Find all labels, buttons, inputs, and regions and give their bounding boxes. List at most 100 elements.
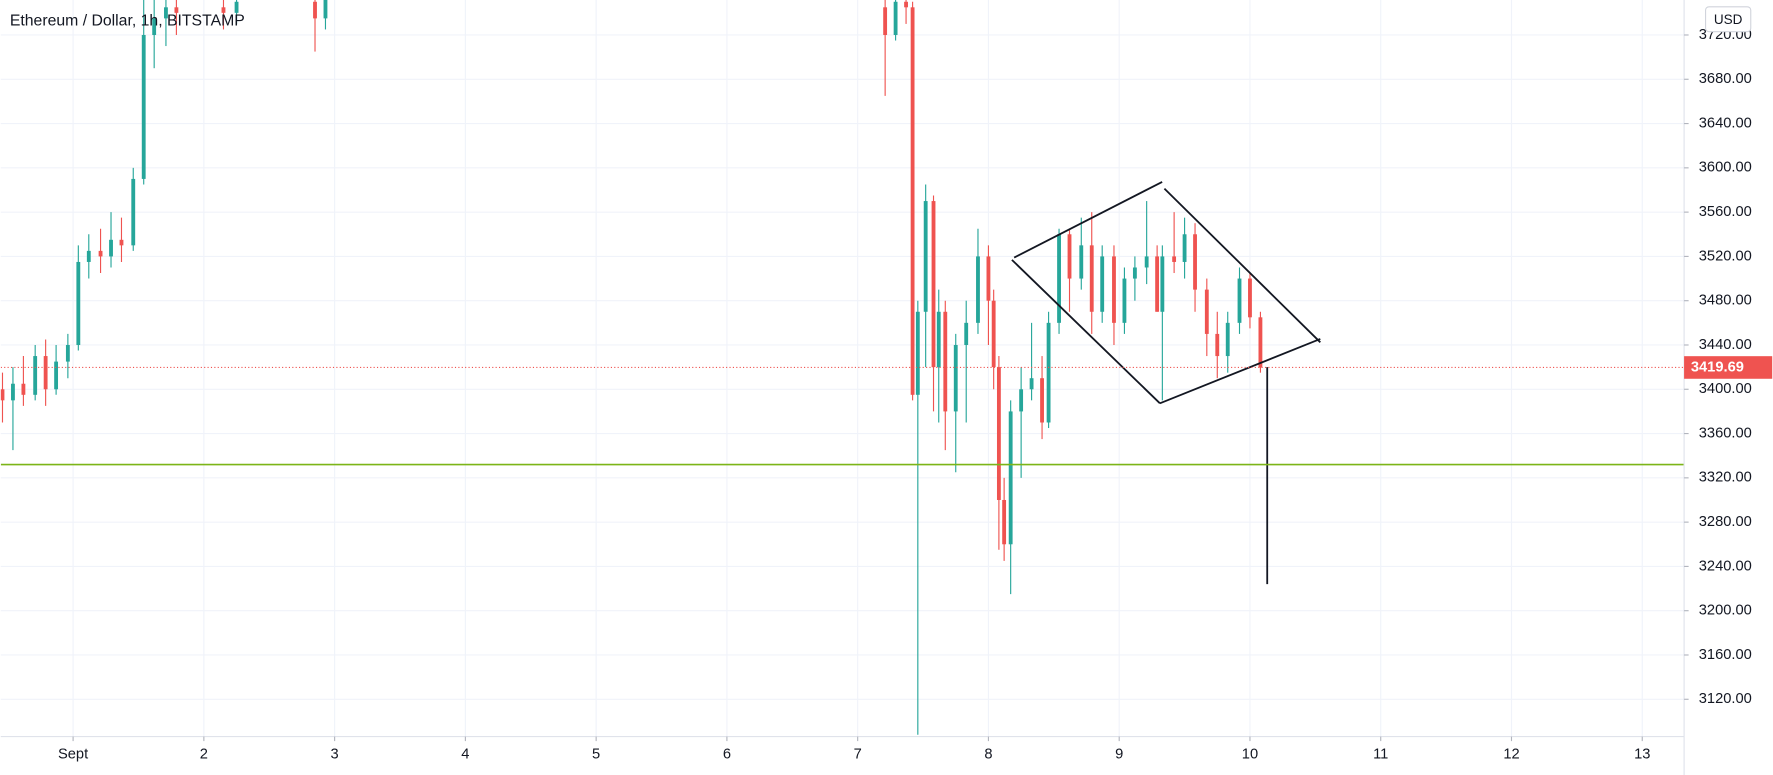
candle-body [33, 356, 38, 395]
candle-body [1057, 234, 1061, 323]
candle-body [1019, 389, 1024, 412]
candle-body [323, 0, 328, 19]
candle-body [883, 7, 888, 35]
candle-body [109, 239, 113, 257]
candle-body [936, 311, 941, 368]
y-tick-label: 3320.00 [1699, 470, 1752, 486]
candle-body [893, 1, 898, 35]
y-tick-label: 3560.00 [1699, 204, 1752, 220]
candle-body [904, 1, 908, 8]
candle-body [76, 261, 81, 345]
x-tick-label: 11 [1373, 747, 1388, 763]
candle-body [86, 250, 91, 262]
candle-body [1067, 234, 1072, 279]
candle-body [1215, 333, 1220, 357]
candle-body [1258, 317, 1263, 368]
candle-body [313, 1, 317, 19]
y-tick-label: 3200.00 [1699, 603, 1752, 619]
candle-body [11, 383, 15, 401]
y-tick-label: 3480.00 [1699, 293, 1752, 309]
x-tick-label: 6 [723, 747, 731, 763]
y-tick-label: 3640.00 [1699, 115, 1752, 131]
y-tick-label: 3520.00 [1699, 248, 1752, 264]
candle-body [65, 344, 70, 362]
candle-body [953, 344, 958, 412]
candle-body [1040, 378, 1044, 423]
candle-body [910, 7, 915, 395]
grid [0, 0, 1685, 737]
last-price-tag [1684, 356, 1773, 379]
candle-body [174, 7, 179, 13]
candles [0, 0, 1263, 735]
x-tick-label: 9 [1115, 747, 1123, 763]
candle-body [1008, 411, 1013, 545]
candle-body [1029, 378, 1034, 390]
x-tick-label: 8 [984, 747, 992, 763]
y-tick-label: 3360.00 [1699, 425, 1752, 441]
candle-body [1144, 256, 1149, 268]
x-tick-label: 3 [331, 747, 339, 763]
candle-body [976, 256, 980, 323]
candle-body [98, 250, 103, 257]
candle-body [1237, 278, 1242, 323]
candle-body [1122, 278, 1127, 323]
candle-body [986, 256, 991, 301]
candle-body [1182, 234, 1187, 262]
candle-body [221, 7, 226, 13]
x-tick-label: 5 [592, 747, 600, 763]
candle-body [964, 322, 969, 345]
last-price-label: 3419.69 [1691, 359, 1744, 375]
candle-body [234, 1, 239, 13]
y-tick-label: 3240.00 [1699, 558, 1752, 574]
currency-label[interactable]: USD [1714, 12, 1743, 27]
candle-body [1193, 234, 1197, 290]
trend-line [1011, 259, 1161, 404]
candle-body [152, 18, 157, 35]
candle-body [1089, 245, 1094, 312]
chart-title: Ethereum / Dollar, 1h, BITSTAMP [10, 13, 245, 30]
candle-body [1132, 267, 1137, 279]
x-tick-label: 10 [1242, 747, 1258, 763]
candle-body [1046, 322, 1051, 423]
x-tick-label: 2 [200, 747, 208, 763]
plot-area [0, 0, 1685, 735]
y-tick-label: 3600.00 [1699, 160, 1752, 176]
y-tick-label: 3680.00 [1699, 71, 1752, 87]
y-tick-label: 3280.00 [1699, 514, 1752, 530]
candle-body [931, 201, 936, 368]
trend-line [1163, 188, 1321, 343]
candle-body [923, 201, 928, 312]
candle-body [164, 7, 168, 19]
candle-body [1160, 256, 1165, 312]
candle-body [1002, 499, 1007, 545]
x-tick-label: 12 [1503, 747, 1519, 763]
candle-body [1155, 256, 1160, 312]
y-tick-label: 3120.00 [1699, 691, 1752, 707]
axes: 3120.00 3160.00 3200.00 3240.00 3280.00 3320.… [58, 27, 1773, 763]
currency-box[interactable] [1704, 6, 1752, 33]
trend-line [1013, 181, 1163, 259]
candle-body [141, 34, 146, 179]
x-tick-label: 7 [854, 747, 862, 763]
y-tick-label: 3440.00 [1699, 337, 1752, 353]
candle-body [119, 239, 124, 246]
candle-body [21, 383, 26, 395]
x-tick-label: 13 [1634, 747, 1650, 763]
x-tick-label: 4 [461, 747, 469, 763]
candle-body [0, 389, 5, 401]
candle-body [1225, 322, 1230, 357]
candle-body [991, 300, 996, 368]
y-tick-label: 3160.00 [1699, 647, 1752, 663]
candle-body [1204, 289, 1209, 334]
candle-body [1248, 278, 1252, 318]
candle-body [43, 356, 48, 390]
drawings [1011, 181, 1321, 585]
candle-body [1172, 256, 1177, 262]
x-tick-label: Sept [58, 747, 88, 763]
candle-body [915, 311, 920, 395]
candle-body [943, 311, 948, 412]
trend-line [1159, 338, 1321, 405]
candle-body [1100, 256, 1105, 312]
